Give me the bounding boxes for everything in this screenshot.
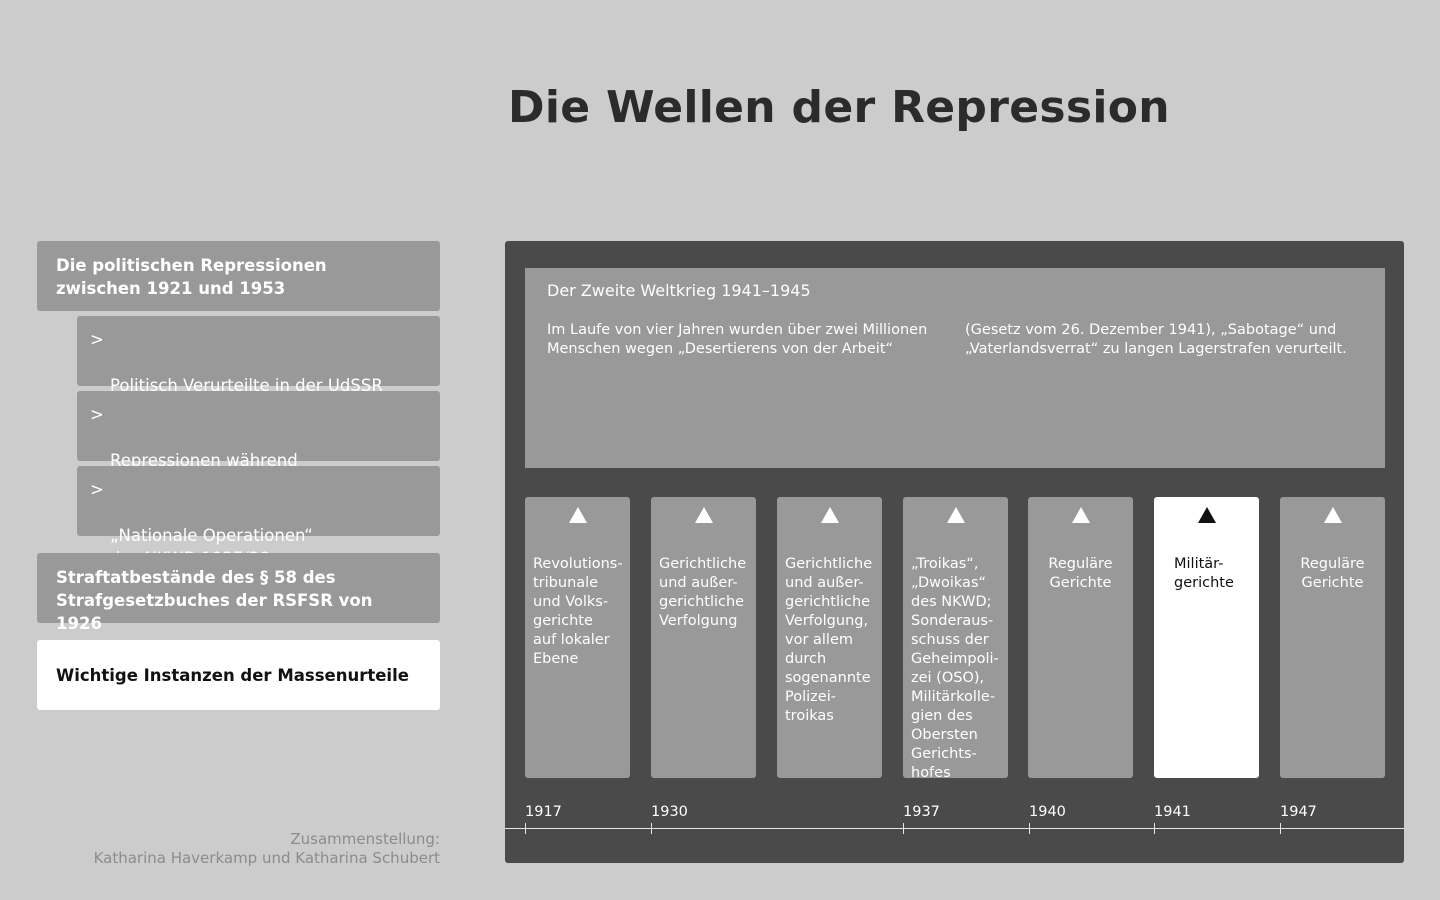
year-label: 1947 [1280, 804, 1317, 820]
chevron-right-icon: > [90, 405, 104, 424]
card-label: Gerichtliche und außer- gerichtliche Ver… [785, 556, 873, 724]
timeline-tick [1029, 823, 1030, 834]
instance-card-selected[interactable]: Militär- gerichte [1154, 497, 1259, 778]
timeline-tick [651, 823, 652, 834]
year-label: 1941 [1154, 804, 1191, 820]
year-label: 1937 [903, 804, 940, 820]
card-label: Revolutions- tribunale und Volks- gerich… [533, 556, 623, 667]
info-text: Im Laufe von vier Jahren wurden über zwe… [547, 322, 928, 357]
page-title: Die Wellen der Repression [508, 82, 1170, 133]
timeline-axis [505, 828, 1404, 829]
chevron-right-icon: > [90, 480, 104, 499]
info-title: Der Zweite Weltkrieg 1941–1945 [547, 281, 811, 300]
timeline-panel: Der Zweite Weltkrieg 1941–1945 Im Laufe … [505, 241, 1404, 863]
instance-card[interactable]: Reguläre Gerichte [1028, 497, 1133, 778]
card-label: Gerichtliche und außer- gerichtliche Ver… [659, 556, 747, 629]
triangle-up-icon [1072, 507, 1090, 523]
instance-card[interactable]: Reguläre Gerichte [1280, 497, 1385, 778]
nav-paragraph-58[interactable]: Straftatbestände des § 58 des Strafgeset… [37, 553, 440, 633]
nav-sub-convicted-udssr[interactable]: > Politisch Verurteilte in der UdSSR (19… [77, 316, 440, 418]
instance-card[interactable]: Revolutions- tribunale und Volks- gerich… [525, 497, 630, 778]
triangle-up-icon [947, 507, 965, 523]
credit-text: Zusammenstellung: Katharina Haverkamp un… [93, 830, 440, 867]
nav-sub-national-operations[interactable]: > „Nationale Operationen“ des NKWD 1937/… [77, 466, 440, 568]
chevron-right-icon: > [90, 330, 104, 349]
nav-sub-great-terror[interactable]: > Repressionen während des „Großen Terro… [77, 391, 440, 493]
year-label: 1930 [651, 804, 688, 820]
triangle-up-icon [695, 507, 713, 523]
year-label: 1940 [1029, 804, 1066, 820]
instance-card[interactable]: Gerichtliche und außer- gerichtliche Ver… [777, 497, 882, 778]
timeline-tick [525, 823, 526, 834]
timeline-tick [1154, 823, 1155, 834]
nav-mass-verdict-instances[interactable]: Wichtige Instanzen der Massenurteile [37, 640, 440, 710]
triangle-up-icon [1324, 507, 1342, 523]
card-label: Reguläre Gerichte [1300, 556, 1365, 591]
triangle-up-icon [1198, 507, 1216, 523]
card-label: Militär- gerichte [1174, 556, 1234, 591]
nav-political-repressions[interactable]: Die politischen Repressionen zwischen 19… [37, 241, 440, 311]
instance-card[interactable]: Gerichtliche und außer- gerichtliche Ver… [651, 497, 756, 778]
year-label: 1917 [525, 804, 562, 820]
triangle-up-icon [821, 507, 839, 523]
triangle-up-icon [569, 507, 587, 523]
card-label: „Troikas“, „Dwoikas“ des NKWD; Sonderaus… [911, 556, 999, 781]
instance-cards: Revolutions- tribunale und Volks- gerich… [525, 497, 1405, 781]
card-label: Reguläre Gerichte [1048, 556, 1113, 591]
timeline-tick [1280, 823, 1281, 834]
timeline-tick [903, 823, 904, 834]
instance-card[interactable]: „Troikas“, „Dwoikas“ des NKWD; Sonderaus… [903, 497, 1008, 781]
info-box: Der Zweite Weltkrieg 1941–1945 Im Laufe … [525, 268, 1385, 468]
info-text: (Gesetz vom 26. Dezember 1941), „Sabotag… [965, 322, 1347, 357]
